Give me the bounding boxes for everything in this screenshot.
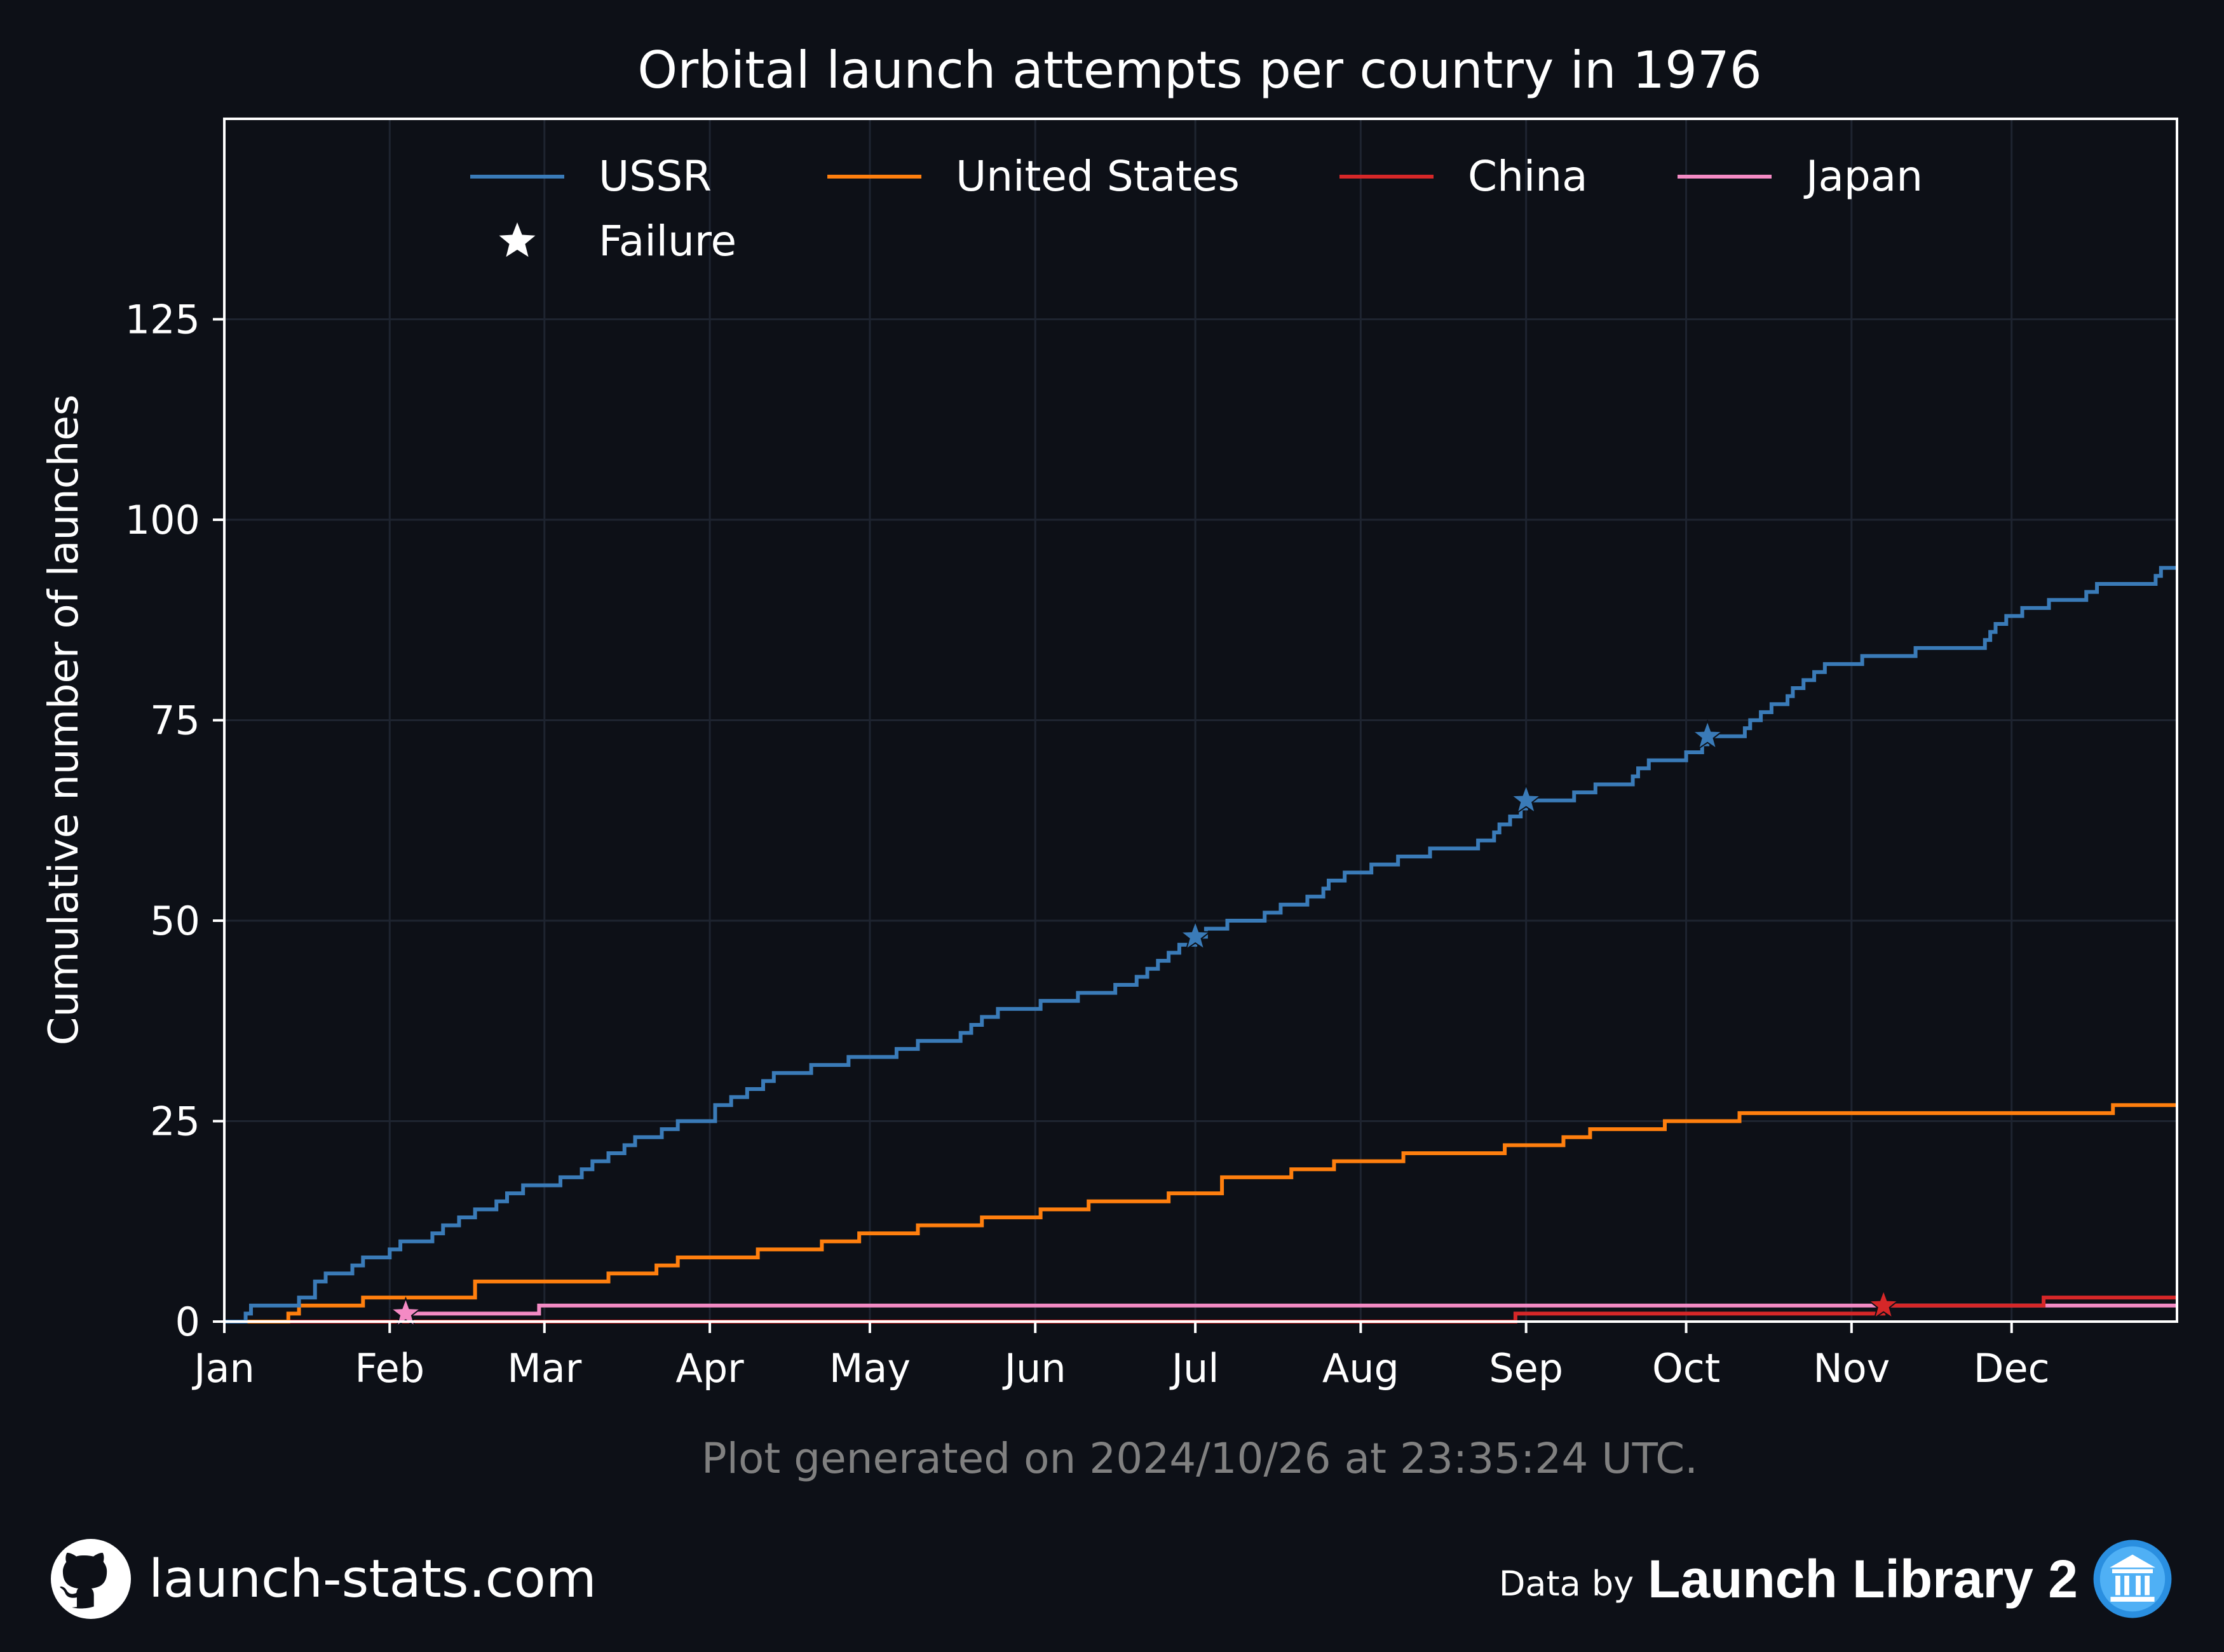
legend-label: China [1468,152,1588,201]
x-tick-label: Dec [1974,1345,2050,1391]
grid-lines [223,119,2177,1323]
x-tick-label: Oct [1652,1345,1720,1391]
failure-marker [1691,719,1724,750]
legend-label: United States [956,152,1240,201]
x-tick-label: Jun [1002,1345,1066,1391]
data-by-label: Data by [1498,1563,1634,1604]
x-tick-label: Sep [1489,1345,1563,1391]
x-tick-label: May [829,1345,911,1391]
legend-label: USSR [599,152,712,201]
library-name: Launch Library 2 [1648,1548,2078,1609]
y-tick-label: 125 [125,297,200,343]
footer-site[interactable]: launch-stats.com [51,1538,597,1620]
failure-marker [1179,919,1212,951]
launch-chart: Orbital launch attempts per country in 1… [41,41,2178,1483]
failure-marker [1867,1288,1900,1320]
y-axis-label: Cumulative number of launches [41,395,88,1045]
x-tick-label: Nov [1813,1345,1890,1391]
x-tick-label: Jul [1169,1345,1219,1391]
legend: USSR United States China Japan Failure [470,152,1923,266]
y-tick-label: 0 [175,1299,200,1345]
x-tick-label: Jan [191,1345,255,1391]
failure-marker [1510,783,1543,815]
legend-star [499,222,536,257]
y-tick-label: 100 [125,497,200,543]
failure-marker [389,1296,423,1328]
x-tick-label: Feb [355,1345,424,1391]
y-tick-label: 75 [150,698,200,744]
github-icon [51,1539,131,1619]
footer-credit[interactable]: Data by Launch Library 2 [1499,1538,2173,1620]
y-tick-label: 50 [150,898,200,944]
legend-label: Japan [1803,152,1923,201]
x-tick-label: Mar [507,1345,581,1391]
series-line-united-states [224,1103,2177,1324]
axes: 0 25 50 75 100 125 Jan Feb Mar Apr May Jun Jul Aug Sep… [125,297,2050,1392]
generated-note: Plot generated on 2024/10/26 at 23:35:24… [702,1434,1698,1483]
chart-title: Orbital launch attempts per country in 1… [637,41,1762,100]
launch-library-logo-icon [2093,1540,2172,1618]
x-tick-label: Aug [1322,1345,1399,1391]
legend-label: Failure [599,217,736,266]
footer-site-label: launch-stats.com [149,1548,597,1609]
failure-markers [389,719,1900,1328]
x-tick-label: Apr [675,1345,744,1391]
y-tick-label: 25 [150,1099,200,1145]
